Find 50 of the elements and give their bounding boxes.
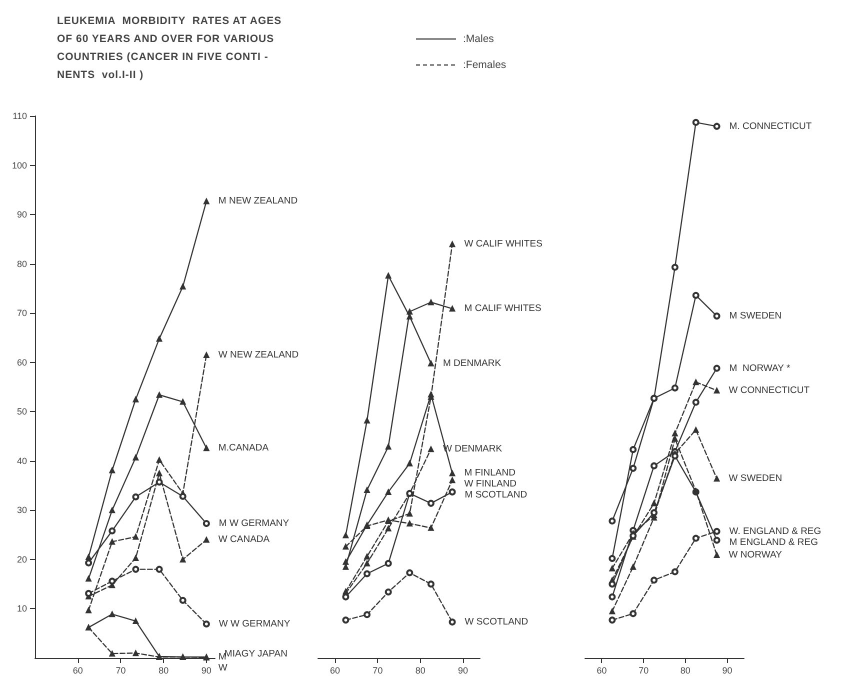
x-tick-label: 60 xyxy=(72,666,83,676)
series-label: M SCOTLAND xyxy=(464,490,528,501)
series-label: M SWEDEN xyxy=(729,310,782,322)
series-label: W FINLAND xyxy=(464,478,517,490)
y-tick-label: 40 xyxy=(16,456,27,466)
text: :Males xyxy=(463,33,494,45)
series-label: M NORWAY * xyxy=(729,362,790,374)
chart-title: LEUKEMIA MORBIDITY RATES AT AGES OF 60 YEARS AND OVER FOR VARIOUS COUNTRIES (CANCER IN FIVE CONTI - NENTS vol.I-II ) xyxy=(57,14,282,83)
series-label: M CALIF WHITES xyxy=(464,303,542,314)
series-label: M ENGLAND & REG xyxy=(729,536,818,548)
series-label: W CALIF WHITES xyxy=(464,238,542,250)
series-label: W SWEDEN xyxy=(728,473,782,484)
series-label: M.CANADA xyxy=(218,442,270,454)
x-tick-label: 60 xyxy=(330,666,340,676)
y-tick-label: 30 xyxy=(16,505,27,516)
series-label: W CONNECTICUT xyxy=(728,384,810,396)
series-label: M. CONNECTICUT xyxy=(729,120,812,132)
y-tick-label: 60 xyxy=(16,357,27,368)
series-label: W NORWAY xyxy=(728,550,783,561)
y-tick-label: 10 xyxy=(16,604,27,614)
y-tick-label: 110 xyxy=(12,111,27,121)
x-tick-label: 70 xyxy=(372,666,383,676)
x-tick-label: 70 xyxy=(638,666,649,676)
series-label: M NEW ZEALAND xyxy=(218,196,298,207)
x-tick-label: 90 xyxy=(458,666,468,676)
x-tick-label: 80 xyxy=(415,666,426,676)
series-label: M FINLAND xyxy=(464,468,516,479)
y-tick-label: 20 xyxy=(16,554,27,564)
x-tick-label: 60 xyxy=(596,666,607,676)
series-label: W CANADA xyxy=(218,534,270,546)
series-label: W NEW ZEALAND xyxy=(218,349,299,360)
annotation: MIAGY JAPAN xyxy=(224,648,288,660)
y-tick-label: 100 xyxy=(12,160,27,170)
series-label: W xyxy=(218,662,228,674)
x-tick-label: 70 xyxy=(116,666,126,676)
series-label: W SCOTLAND xyxy=(464,616,528,628)
x-tick-label: 80 xyxy=(680,666,690,676)
x-tick-label: 90 xyxy=(722,666,732,676)
series-label: M xyxy=(218,652,226,663)
text: :Females xyxy=(463,59,506,71)
y-tick-label: 90 xyxy=(16,210,27,220)
series-label: W. ENGLAND & REG xyxy=(729,526,822,537)
series-label: M W GERMANY xyxy=(218,518,290,529)
y-tick-label: 50 xyxy=(16,406,27,417)
y-tick-label: 70 xyxy=(16,308,27,318)
y-tick-label: 80 xyxy=(16,258,27,269)
series-label: M DENMARK xyxy=(442,358,502,369)
series-label: W W GERMANY xyxy=(218,618,291,630)
x-tick-label: 90 xyxy=(201,666,212,676)
x-tick-label: 80 xyxy=(158,666,169,676)
